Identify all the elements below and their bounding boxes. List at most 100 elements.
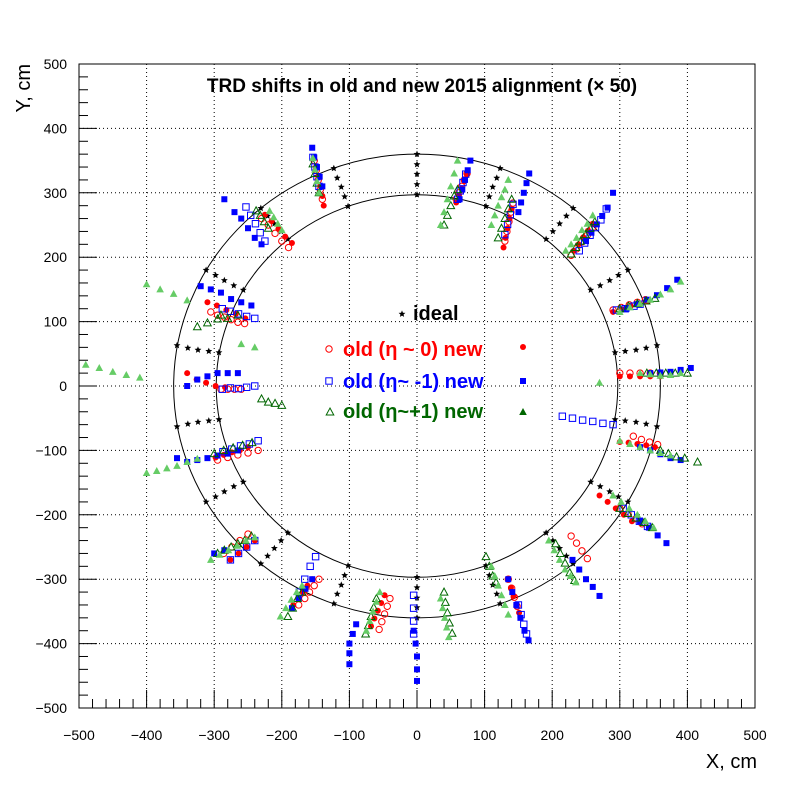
- x-tick-label: 300: [608, 727, 632, 743]
- data-point: [251, 220, 260, 228]
- data-point: [224, 546, 233, 554]
- data-point: [485, 571, 493, 579]
- data-point: [142, 468, 151, 476]
- y-tick-label: 500: [44, 56, 68, 72]
- data-point: [436, 594, 445, 602]
- data-point: [309, 154, 317, 162]
- data-point: [344, 202, 352, 210]
- data-point: [653, 292, 660, 299]
- data-point: [283, 611, 293, 621]
- data-point: [242, 312, 251, 321]
- data-point: [218, 305, 227, 313]
- data-point: [569, 556, 576, 563]
- data-point: [263, 223, 273, 232]
- data-point: [583, 238, 589, 245]
- data-point: [555, 555, 564, 563]
- data-point: [616, 436, 624, 444]
- data-point: [369, 607, 377, 615]
- data-point: [587, 286, 595, 293]
- data-point: [520, 620, 528, 628]
- data-point: [315, 188, 323, 196]
- data-point: [487, 221, 496, 228]
- data-point: [490, 211, 499, 219]
- data-point: [487, 562, 496, 570]
- data-point: [378, 618, 386, 626]
- data-point: [596, 592, 603, 599]
- data-point: [504, 175, 513, 183]
- data-point: [610, 189, 617, 196]
- data-point: [207, 286, 214, 293]
- data-point: [572, 233, 581, 241]
- data-point: [341, 571, 349, 579]
- y-tick-label: −400: [35, 636, 67, 652]
- data-point: [215, 415, 223, 423]
- data-point: [284, 243, 293, 252]
- data-point: [333, 174, 341, 181]
- data-point: [651, 368, 661, 377]
- data-point: [337, 183, 345, 190]
- data-point: [212, 271, 219, 279]
- data-point: [583, 554, 592, 563]
- y-tick-label: 400: [44, 120, 68, 136]
- data-point: [248, 302, 255, 309]
- x-tick-label: −300: [198, 727, 230, 743]
- data-point: [276, 612, 285, 620]
- data-point: [588, 229, 595, 236]
- data-point: [230, 482, 238, 490]
- data-point: [616, 373, 623, 380]
- data-point: [493, 232, 503, 242]
- data-point: [643, 296, 650, 303]
- data-point: [497, 193, 506, 201]
- data-point: [596, 492, 603, 499]
- data-point: [277, 400, 287, 409]
- data-point: [588, 211, 597, 219]
- data-point: [653, 341, 661, 349]
- data-point: [202, 498, 210, 505]
- data-point: [270, 398, 280, 407]
- data-point: [226, 307, 235, 315]
- data-point: [482, 562, 490, 569]
- data-point: [636, 369, 644, 377]
- data-point: [609, 491, 617, 499]
- data-point: [259, 216, 269, 226]
- data-point: [632, 418, 640, 425]
- data-point: [666, 285, 675, 293]
- data-point: [643, 442, 650, 449]
- data-point: [413, 180, 421, 188]
- data-point: [193, 454, 202, 462]
- data-point: [227, 556, 234, 563]
- data-point: [194, 376, 201, 383]
- data-point: [626, 373, 633, 380]
- axis-ticks: [78, 63, 756, 709]
- data-point: [234, 384, 243, 393]
- data-point: [278, 237, 286, 245]
- data-point: [414, 666, 420, 673]
- data-point: [242, 203, 250, 211]
- legend-entry-ideal: ideal: [413, 303, 459, 325]
- data-point: [264, 552, 272, 559]
- data-point: [269, 213, 278, 221]
- data-point: [569, 204, 577, 212]
- data-point: [310, 581, 318, 590]
- data-point: [490, 571, 499, 579]
- data-point: [309, 576, 316, 583]
- data-point: [682, 368, 693, 377]
- data-point: [163, 464, 171, 472]
- data-point: [413, 573, 421, 581]
- data-point: [292, 593, 302, 603]
- data-point: [633, 301, 640, 308]
- data-point: [496, 223, 507, 232]
- data-point: [621, 347, 629, 355]
- data-point: [513, 601, 520, 608]
- data-point: [330, 600, 338, 607]
- data-point: [596, 281, 604, 289]
- data-point: [621, 417, 629, 424]
- data-point: [589, 417, 597, 426]
- data-point: [226, 556, 235, 564]
- data-point: [341, 193, 349, 200]
- data-point: [380, 610, 389, 618]
- data-point: [656, 371, 665, 379]
- data-point: [203, 379, 210, 386]
- legend-markers: [325, 310, 527, 416]
